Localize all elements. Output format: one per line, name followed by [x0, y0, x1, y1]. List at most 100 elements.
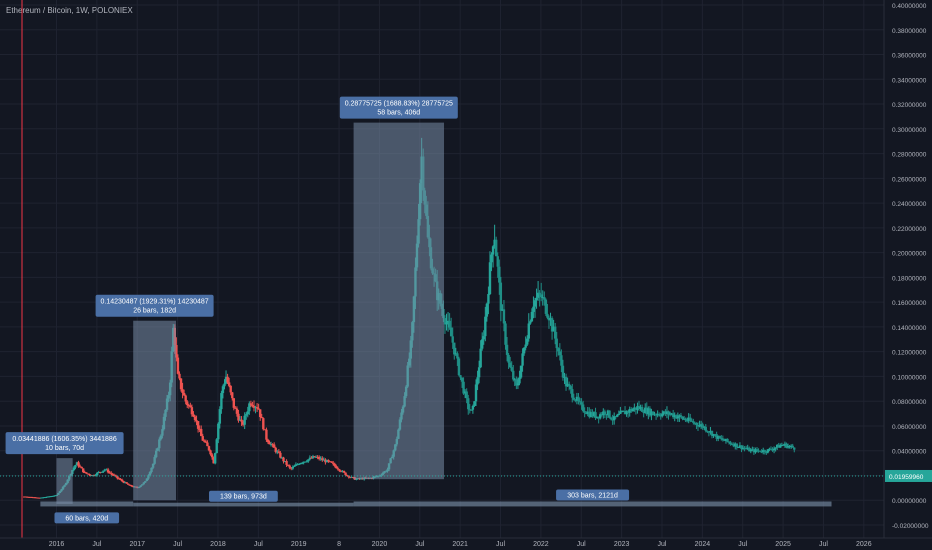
candle-body — [536, 292, 540, 298]
candle-body — [637, 406, 641, 409]
candle-body — [540, 294, 543, 298]
range-label-bg — [556, 489, 630, 501]
candle-body — [713, 434, 717, 436]
candle-body — [522, 347, 526, 354]
candle-body — [459, 375, 462, 378]
x-tick-label: Jul — [738, 541, 747, 548]
candle-body — [291, 466, 295, 469]
candle-body — [670, 413, 673, 415]
candle-body — [771, 449, 774, 451]
candle-body — [698, 425, 701, 427]
candle-body — [479, 348, 482, 368]
candle-body — [94, 475, 97, 477]
candle-body — [740, 445, 743, 450]
candle-body — [293, 465, 296, 467]
candle-body — [279, 452, 282, 458]
candle-body — [223, 383, 226, 387]
candle-body — [297, 464, 301, 466]
candle-body — [355, 478, 358, 480]
candle-body — [179, 378, 183, 390]
y-tick-label: 0.14000000 — [892, 325, 927, 332]
candle-body — [463, 391, 467, 394]
candle-body — [710, 430, 714, 436]
candle-body — [445, 322, 448, 325]
candle-body — [467, 398, 470, 410]
candle-body — [249, 403, 253, 405]
candle-body — [265, 429, 268, 440]
candle-body — [689, 417, 692, 421]
candle-body — [769, 448, 773, 450]
candle-body — [782, 444, 785, 446]
candle-body — [36, 497, 40, 499]
candle-body — [341, 470, 344, 472]
candle-body — [791, 445, 794, 448]
range-bar — [40, 501, 134, 507]
candle-body — [738, 445, 742, 448]
candle-body — [684, 418, 687, 421]
candle-body — [617, 413, 621, 415]
candle-body — [558, 351, 562, 356]
candle-body — [616, 414, 619, 417]
candle-body — [246, 411, 249, 415]
candle-body — [311, 456, 315, 459]
candle-body — [231, 392, 234, 399]
candle-body — [560, 355, 563, 366]
candle-body — [241, 421, 245, 425]
candle-body — [30, 496, 34, 498]
candle-body — [622, 410, 625, 412]
candle-body — [720, 438, 723, 440]
candle-body — [227, 382, 231, 386]
candle-body — [95, 472, 99, 476]
candle-body — [760, 451, 763, 453]
measure-box — [353, 122, 445, 480]
x-tick-label: Jul — [496, 541, 505, 548]
candle-body — [88, 473, 91, 475]
candle-body — [40, 497, 43, 499]
candle-body — [193, 416, 197, 421]
candle-body — [272, 444, 276, 448]
candle-body — [331, 462, 335, 464]
candle-body — [502, 309, 506, 324]
measure-label-change: 0.28775725 (1688.83%) 28775725 — [345, 101, 453, 108]
candle-body — [612, 416, 616, 421]
candle-body — [494, 239, 498, 257]
candle-body — [260, 417, 263, 419]
candle-body — [181, 389, 184, 393]
candle-body — [788, 446, 791, 448]
candle-body — [488, 262, 492, 295]
candle-body — [91, 475, 94, 477]
candle-body — [322, 459, 326, 461]
measure-label-bg — [5, 432, 124, 455]
y-tick-label: 0.20000000 — [892, 251, 927, 258]
candle-body — [715, 434, 718, 439]
candle-body — [793, 447, 796, 450]
candle-body — [571, 389, 574, 398]
candle-body — [102, 470, 105, 472]
candle-body — [178, 373, 181, 379]
candle-body — [456, 353, 459, 359]
candle-body — [630, 408, 633, 412]
candle-body — [675, 415, 678, 419]
candle-body — [749, 449, 752, 452]
candle-body — [190, 407, 194, 415]
candle-body — [563, 376, 566, 378]
candle-body — [268, 442, 271, 445]
candle-body — [709, 430, 712, 433]
candle-body — [305, 461, 308, 463]
candle-body — [603, 411, 607, 415]
candle-body — [727, 441, 731, 443]
candle-body — [263, 429, 267, 431]
candle-body — [585, 412, 588, 414]
candle-body — [99, 471, 102, 473]
candle-body — [751, 449, 754, 451]
candle-body — [505, 344, 509, 355]
candle-body — [737, 447, 740, 449]
candle-body — [255, 407, 259, 409]
y-tick-label: 0.00000000 — [892, 498, 927, 505]
candle-body — [286, 464, 290, 466]
candle-body — [755, 449, 759, 451]
candle-body — [681, 416, 684, 419]
candle-body — [238, 419, 242, 421]
candle-body — [640, 407, 644, 412]
